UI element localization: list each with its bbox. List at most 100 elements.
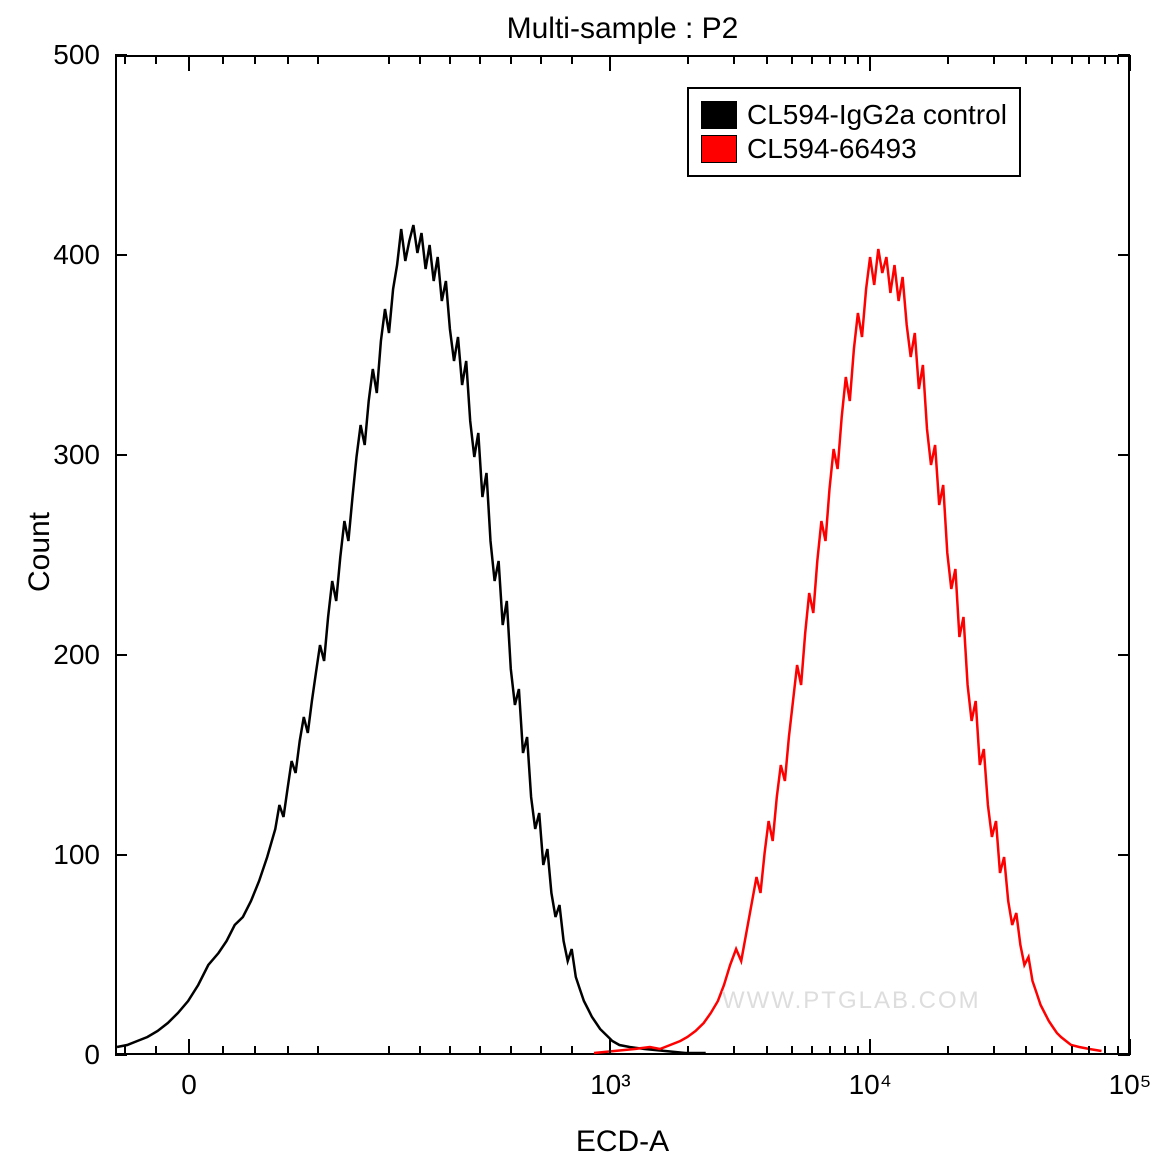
x-tick-mark-top <box>609 55 611 71</box>
x-minor-tick-top <box>844 55 846 64</box>
y-tick-mark-right <box>1118 854 1130 856</box>
x-minor-tick <box>829 1046 831 1055</box>
x-minor-tick <box>419 1046 421 1055</box>
y-tick-mark-right <box>1118 254 1130 256</box>
x-minor-tick <box>811 1046 813 1055</box>
x-minor-tick <box>571 1046 573 1055</box>
y-tick-mark <box>115 254 127 256</box>
x-tick-label: 10⁴ <box>830 1069 910 1101</box>
legend-label: CL594-66493 <box>747 133 917 165</box>
x-minor-tick-top <box>1071 55 1073 64</box>
sample-series <box>594 249 1102 1053</box>
x-minor-tick-top <box>1025 55 1027 64</box>
x-tick-mark <box>609 1039 611 1055</box>
watermark: WWW.PTGLAB.COM <box>722 987 981 1015</box>
x-tick-label: 10⁵ <box>1090 1069 1165 1101</box>
x-tick-label: 10³ <box>570 1069 650 1101</box>
y-tick-label: 300 <box>45 439 100 471</box>
x-minor-tick <box>540 1046 542 1055</box>
x-minor-tick <box>1025 1046 1027 1055</box>
x-minor-tick <box>222 1046 224 1055</box>
y-tick-label: 200 <box>45 639 100 671</box>
x-minor-tick <box>947 1046 949 1055</box>
x-minor-tick-top <box>449 55 451 64</box>
x-minor-tick <box>1117 1046 1119 1055</box>
x-minor-tick-top <box>766 55 768 64</box>
x-minor-tick <box>449 1046 451 1055</box>
y-tick-mark-right <box>1118 654 1130 656</box>
x-minor-tick-top <box>1051 55 1053 64</box>
y-tick-label: 500 <box>45 39 100 71</box>
x-minor-tick <box>287 1046 289 1055</box>
x-minor-tick-top <box>947 55 949 64</box>
x-minor-tick <box>791 1046 793 1055</box>
x-minor-tick-top <box>287 55 289 64</box>
legend-swatch-sample <box>701 135 737 163</box>
legend-label: CL594-IgG2a control <box>747 99 1007 131</box>
x-minor-tick-top <box>1117 55 1119 64</box>
x-minor-tick <box>993 1046 995 1055</box>
x-minor-tick-top <box>993 55 995 64</box>
x-minor-tick <box>388 1046 390 1055</box>
x-minor-tick <box>1104 1046 1106 1055</box>
x-minor-tick-top <box>540 55 542 64</box>
legend: CL594-IgG2a control CL594-66493 <box>687 87 1021 177</box>
x-minor-tick-top <box>317 55 319 64</box>
plot-area: WWW.PTGLAB.COM CL594-IgG2a control CL594… <box>115 55 1130 1055</box>
x-minor-tick-top <box>124 55 126 64</box>
x-minor-tick <box>844 1046 846 1055</box>
x-minor-tick <box>687 1046 689 1055</box>
legend-item: CL594-IgG2a control <box>701 99 1007 131</box>
x-minor-tick <box>1071 1046 1073 1055</box>
x-tick-mark <box>869 1039 871 1055</box>
y-tick-label: 0 <box>45 1039 100 1071</box>
x-minor-tick <box>254 1046 256 1055</box>
x-minor-tick-top <box>510 55 512 64</box>
x-minor-tick-top <box>829 55 831 64</box>
x-minor-tick <box>766 1046 768 1055</box>
x-minor-tick <box>510 1046 512 1055</box>
control-series <box>117 225 706 1053</box>
x-minor-tick <box>857 1046 859 1055</box>
x-minor-tick <box>1051 1046 1053 1055</box>
y-tick-label: 400 <box>45 239 100 271</box>
y-tick-label: 100 <box>45 839 100 871</box>
y-tick-mark-right <box>1118 454 1130 456</box>
x-tick-mark <box>1129 1039 1131 1055</box>
chart-title: Multi-sample : P2 <box>115 12 1130 46</box>
legend-swatch-control <box>701 101 737 129</box>
x-minor-tick-top <box>733 55 735 64</box>
x-minor-tick <box>1088 1046 1090 1055</box>
x-minor-tick-top <box>791 55 793 64</box>
x-tick-mark-top <box>869 55 871 71</box>
x-minor-tick-top <box>388 55 390 64</box>
y-axis-label: Count <box>23 502 57 602</box>
x-minor-tick-top <box>571 55 573 64</box>
x-tick-mark-top <box>188 55 190 71</box>
histogram-svg <box>117 57 1132 1057</box>
x-minor-tick-top <box>479 55 481 64</box>
x-tick-mark-top <box>1129 55 1131 71</box>
y-tick-mark <box>115 654 127 656</box>
x-minor-tick-top <box>1088 55 1090 64</box>
x-minor-tick <box>124 1046 126 1055</box>
legend-item: CL594-66493 <box>701 133 1007 165</box>
x-minor-tick-top <box>155 55 157 64</box>
x-minor-tick-top <box>419 55 421 64</box>
y-tick-mark <box>115 854 127 856</box>
x-tick-label: 0 <box>149 1069 229 1101</box>
x-minor-tick-top <box>811 55 813 64</box>
x-minor-tick-top <box>254 55 256 64</box>
x-minor-tick-top <box>857 55 859 64</box>
x-axis-label: ECD-A <box>115 1125 1130 1159</box>
x-minor-tick <box>317 1046 319 1055</box>
x-minor-tick-top <box>222 55 224 64</box>
x-minor-tick-top <box>687 55 689 64</box>
x-minor-tick <box>155 1046 157 1055</box>
x-minor-tick <box>733 1046 735 1055</box>
x-minor-tick <box>479 1046 481 1055</box>
y-tick-mark <box>115 454 127 456</box>
flow-cytometry-chart: Multi-sample : P2 Count ECD-A WWW.PTGLAB… <box>0 0 1165 1168</box>
x-minor-tick-top <box>1104 55 1106 64</box>
x-tick-mark <box>188 1039 190 1055</box>
